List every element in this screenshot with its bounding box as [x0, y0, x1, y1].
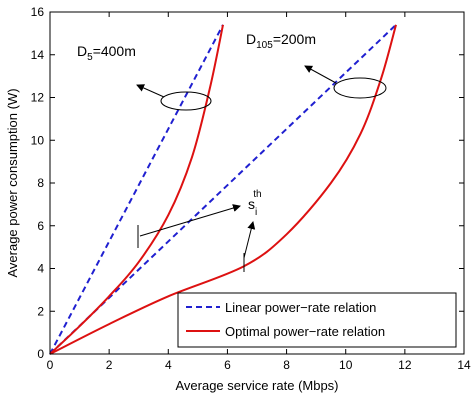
d105-ellipse: [333, 77, 387, 99]
series-layer: [49, 24, 397, 355]
y-tick-label-6: 12: [31, 91, 45, 105]
y-tick-label-7: 14: [31, 48, 45, 62]
y-axis-ticks: 0 2 4 6 8 10 12 14 16: [31, 5, 464, 361]
y-tick-label-8: 16: [31, 5, 45, 19]
x-tick-label-3: 6: [224, 358, 231, 372]
threshold-arrow-2: [243, 221, 256, 259]
legend-box: [177, 292, 457, 348]
d105-label: D105=200m: [246, 31, 316, 51]
x-tick-label-4: 8: [283, 358, 290, 372]
optimal-series-line-3: [49, 24, 397, 355]
x-tick-label-0: 0: [47, 358, 54, 372]
y-tick-label-5: 10: [31, 133, 45, 147]
y-tick-label-3: 6: [37, 219, 44, 233]
legend-label-linear: Linear power−rate relation: [225, 300, 376, 315]
d5-ellipse: [160, 91, 212, 111]
x-tick-label-6: 12: [398, 358, 412, 372]
d105-arrow: [304, 65, 337, 84]
x-axis-label: Average service rate (Mbps): [175, 378, 338, 393]
annotation-layer: D5=400m D105=200m sith: [77, 31, 387, 272]
y-axis-label: Average power consumption (W): [5, 88, 20, 277]
legend: Linear power−rate relation Optimal power…: [177, 292, 457, 348]
y-tick-label-0: 0: [37, 347, 44, 361]
x-tick-label-2: 4: [165, 358, 172, 372]
legend-label-optimal: Optimal power−rate relation: [225, 324, 385, 339]
d5-label: D5=400m: [77, 43, 136, 63]
axes-frame: [49, 11, 465, 355]
y-tick-label-1: 2: [37, 304, 44, 318]
threshold-label: sith: [248, 189, 262, 218]
linear-series-line-0: [49, 24, 224, 355]
x-tick-label-7: 14: [457, 358, 471, 372]
y-tick-label-4: 8: [37, 176, 44, 190]
optimal-series-line-2: [49, 24, 224, 355]
x-tick-label-5: 10: [339, 358, 353, 372]
y-tick-label-2: 4: [37, 262, 44, 276]
d5-arrow: [136, 84, 165, 98]
threshold-arrow-1: [139, 204, 241, 237]
x-tick-label-1: 2: [106, 358, 113, 372]
